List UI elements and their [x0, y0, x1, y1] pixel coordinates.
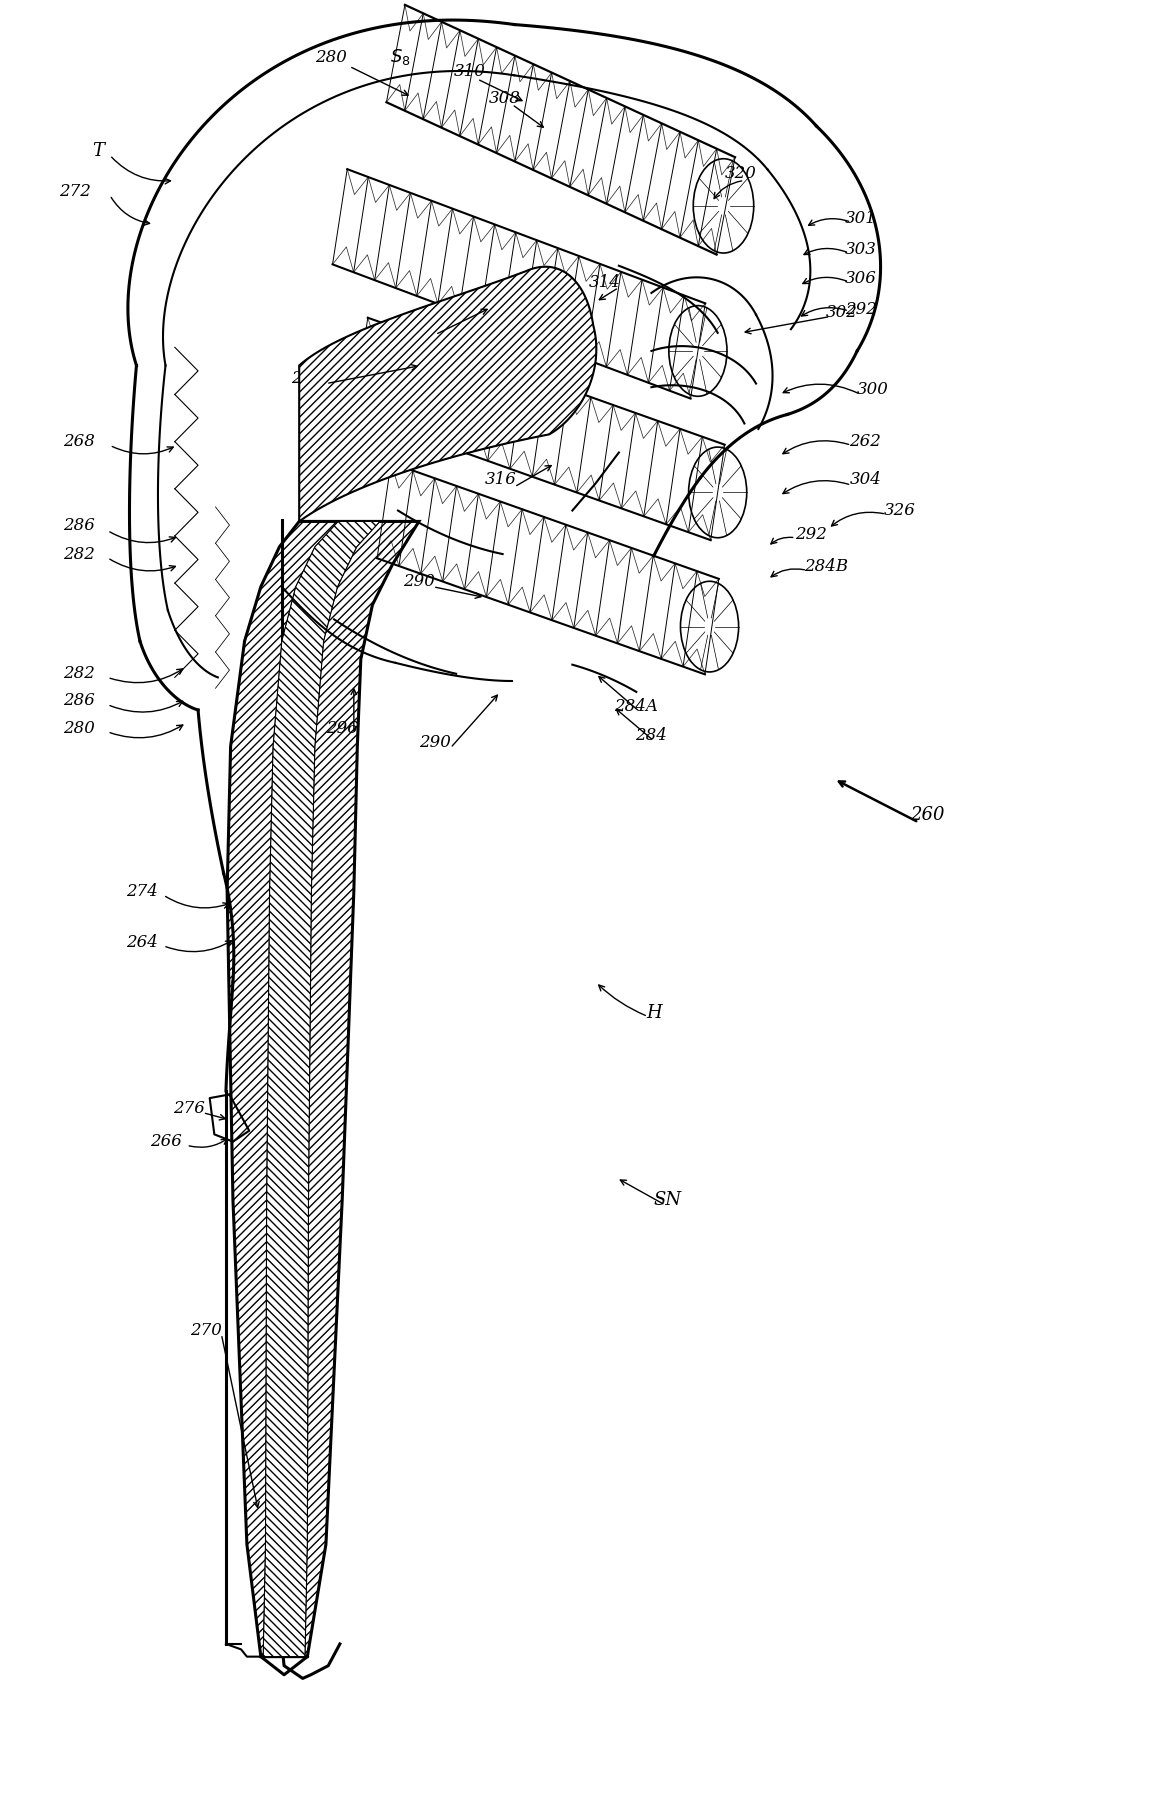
Polygon shape	[263, 522, 380, 1657]
Text: 282: 282	[63, 546, 96, 562]
Text: 284: 284	[635, 728, 667, 744]
Text: 276: 276	[173, 1100, 204, 1117]
Text: 264: 264	[126, 933, 158, 951]
Text: 302: 302	[826, 304, 858, 322]
Text: T: T	[92, 142, 104, 160]
Text: 292: 292	[794, 526, 827, 542]
Text: 310: 310	[454, 64, 486, 80]
Text: 262: 262	[849, 433, 881, 449]
Text: 301: 301	[844, 209, 877, 227]
Text: 282: 282	[63, 666, 96, 682]
Text: 300: 300	[856, 380, 888, 398]
Text: 306: 306	[844, 269, 877, 287]
Text: 280: 280	[63, 720, 96, 737]
Text: 314: 314	[589, 273, 621, 291]
Polygon shape	[299, 267, 597, 522]
Text: 280: 280	[314, 49, 347, 65]
Text: $S_8$: $S_8$	[390, 47, 411, 67]
Text: 266: 266	[150, 1133, 181, 1150]
Text: 290: 290	[403, 573, 434, 589]
Text: 318: 318	[408, 318, 439, 337]
Text: 303: 303	[844, 240, 877, 258]
Text: 284B: 284B	[804, 558, 848, 575]
Text: 326: 326	[884, 502, 916, 518]
Text: 296: 296	[326, 720, 359, 737]
Text: 260: 260	[910, 806, 944, 824]
Text: 286: 286	[63, 517, 96, 533]
Text: 284A: 284A	[614, 698, 659, 715]
Text: 268: 268	[63, 433, 96, 449]
Text: 304: 304	[849, 471, 881, 487]
Text: SN: SN	[654, 1191, 682, 1208]
Text: 308: 308	[489, 91, 521, 107]
Text: 272: 272	[58, 184, 91, 200]
Text: 290: 290	[419, 735, 451, 751]
Text: 316: 316	[485, 471, 516, 487]
Text: 270: 270	[190, 1322, 222, 1339]
Text: 286: 286	[63, 693, 96, 709]
Text: H: H	[646, 1004, 661, 1022]
Text: 320: 320	[725, 166, 757, 182]
Text: 292: 292	[844, 300, 877, 318]
Text: 274: 274	[126, 882, 158, 900]
Text: 284: 284	[291, 369, 324, 387]
